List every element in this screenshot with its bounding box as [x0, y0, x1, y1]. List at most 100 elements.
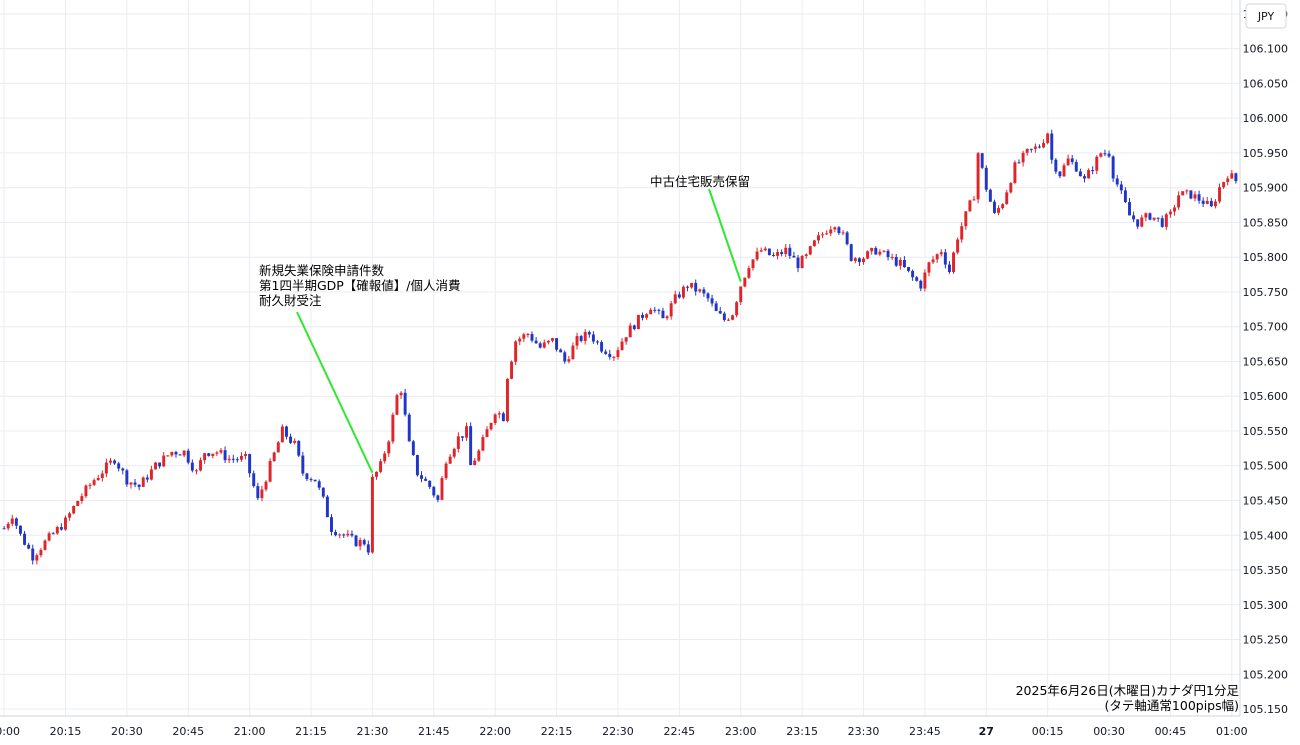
candle-body	[342, 534, 346, 536]
candle-body	[301, 455, 305, 474]
candle-body	[1066, 158, 1070, 166]
candle-body	[1201, 200, 1205, 204]
candle-body	[907, 267, 910, 271]
candle-body	[1164, 214, 1168, 227]
candle-body	[526, 334, 530, 336]
x-tick-label: 00:45	[1155, 725, 1187, 738]
candle-body	[1136, 219, 1140, 227]
candle-body	[980, 153, 984, 168]
candle-body	[968, 200, 972, 212]
candle-body	[1009, 183, 1013, 193]
x-tick-label: 23:15	[786, 725, 818, 738]
candle-body	[636, 314, 640, 330]
annotation-line	[296, 311, 374, 474]
candle-body	[1078, 171, 1082, 177]
candle-body	[92, 480, 96, 485]
candle-body	[1070, 158, 1074, 163]
candle-body	[190, 462, 194, 471]
candle-body	[988, 189, 992, 202]
candle-body	[391, 414, 395, 442]
candle-body	[456, 436, 460, 449]
candle-body	[317, 481, 321, 488]
candle-body	[825, 233, 829, 235]
candle-body	[2, 528, 6, 530]
candle-body	[739, 286, 743, 303]
candle-body	[534, 340, 538, 344]
candle-body	[260, 489, 264, 499]
candle-body	[293, 440, 297, 443]
candle-body	[817, 235, 820, 241]
candle-body	[755, 251, 759, 260]
candle-body	[722, 313, 726, 321]
candle-body	[915, 277, 919, 281]
candle-body	[669, 303, 673, 317]
candle-body	[346, 533, 350, 536]
candle-body	[84, 485, 88, 497]
candle-body	[939, 252, 943, 255]
chart-caption-line-2: (タテ軸通常100pips幅)	[1105, 698, 1239, 713]
candle-body	[18, 525, 22, 534]
annotation-text: 新規失業保険申請件数	[259, 263, 385, 278]
candle-body	[170, 451, 174, 456]
candle-body	[886, 250, 890, 258]
x-tick-label: 27	[979, 725, 994, 738]
candle-body	[1025, 148, 1029, 153]
candle-body	[354, 535, 358, 547]
candle-body	[788, 247, 792, 256]
candle-body	[100, 473, 104, 479]
candle-body	[186, 450, 190, 463]
candle-body	[1021, 152, 1025, 163]
candle-body	[857, 258, 861, 263]
candle-body	[870, 247, 874, 252]
candle-body	[767, 248, 771, 256]
candle-body	[117, 463, 121, 469]
candle-body	[1218, 187, 1222, 202]
y-tick-label: 105.600	[1243, 390, 1289, 403]
candle-body	[1152, 217, 1156, 220]
candle-body	[321, 487, 325, 497]
candle-body	[231, 458, 235, 460]
candle-body	[677, 294, 681, 298]
candle-body	[39, 549, 43, 556]
candle-body	[518, 338, 522, 342]
candle-body	[1222, 182, 1226, 188]
y-tick-label: 105.950	[1243, 147, 1289, 160]
currency-badge[interactable]	[1245, 3, 1287, 29]
candle-body	[976, 153, 980, 200]
candle-body	[141, 477, 145, 487]
candle-body	[661, 310, 665, 319]
candle-body	[440, 478, 444, 500]
candle-body	[256, 486, 260, 499]
candle-body	[76, 500, 80, 506]
candle-body	[898, 259, 902, 266]
candle-body	[1168, 211, 1172, 215]
candle-body	[403, 392, 407, 415]
candle-body	[297, 440, 301, 456]
candle-body	[436, 495, 440, 500]
candle-body	[919, 280, 923, 289]
candle-body	[362, 540, 366, 545]
x-tick-label: 21:45	[418, 725, 450, 738]
candle-body	[166, 455, 170, 457]
candle-body	[931, 259, 935, 263]
x-tick-label: 23:00	[725, 725, 757, 738]
y-tick-label: 105.700	[1243, 321, 1289, 334]
y-tick-label: 105.350	[1243, 564, 1289, 577]
candle-body	[493, 414, 497, 424]
candle-body	[763, 248, 767, 251]
y-tick-label: 105.150	[1243, 703, 1289, 716]
candle-body	[428, 480, 432, 487]
candle-body	[718, 310, 722, 314]
x-tick-label: 20:00	[0, 725, 20, 738]
candle-body	[227, 458, 231, 461]
x-tick-label: 23:30	[848, 725, 880, 738]
candle-body	[207, 453, 211, 456]
candle-body	[358, 540, 362, 547]
candle-body	[375, 471, 378, 477]
candle-body	[645, 314, 649, 318]
candle-body	[96, 478, 100, 481]
candle-body	[272, 452, 276, 461]
candle-body	[747, 268, 751, 278]
candle-body	[399, 392, 403, 396]
x-tick-label: 01:00	[1216, 725, 1248, 738]
